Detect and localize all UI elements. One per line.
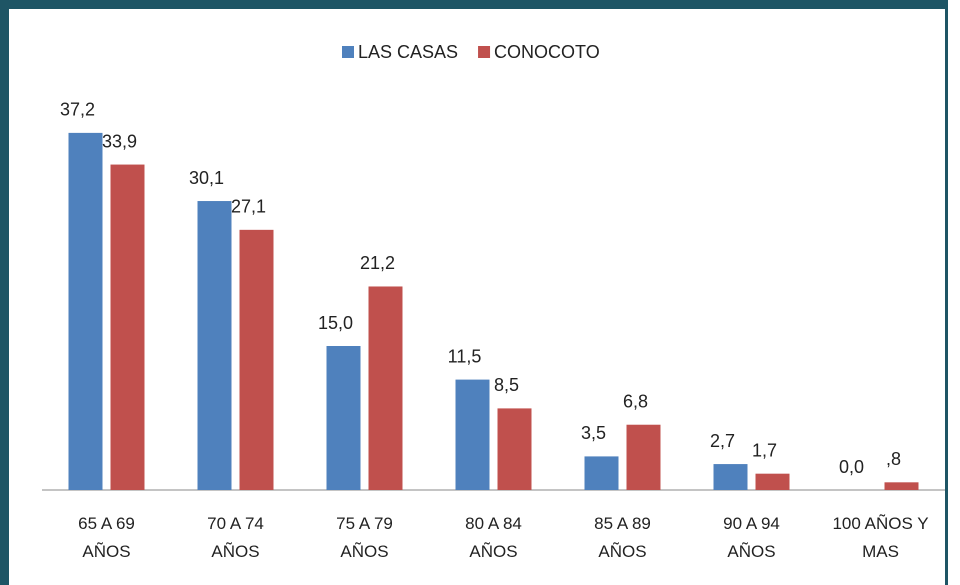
bar [368, 286, 403, 490]
value-label: 1,7 [752, 440, 777, 460]
value-label: 8,5 [494, 375, 519, 395]
legend-label: LAS CASAS [358, 42, 458, 62]
bar [884, 482, 919, 490]
x-tick-label: 65 A 69 AÑOS [78, 514, 135, 561]
value-label: 6,8 [623, 391, 648, 411]
bar [755, 473, 790, 490]
bar [110, 164, 145, 490]
bar [584, 456, 619, 490]
value-label: 33,9 [102, 131, 137, 151]
value-label: ,8 [886, 449, 901, 469]
value-label: 2,7 [710, 431, 735, 451]
bar [68, 132, 103, 490]
value-label: 15,0 [318, 313, 353, 333]
value-label: 37,2 [60, 100, 95, 120]
x-tick-label: 85 A 89 AÑOS [594, 514, 651, 561]
x-tick-label: 75 A 79 AÑOS [336, 514, 393, 561]
legend-label: CONOCOTO [494, 42, 600, 62]
bar [713, 464, 748, 490]
x-tick-label: 80 A 84 AÑOS [465, 514, 522, 561]
bar [239, 229, 274, 490]
bar [497, 408, 532, 490]
legend-swatch [478, 46, 491, 58]
value-label: 21,2 [360, 253, 395, 273]
legend-swatch [342, 46, 354, 58]
x-tick-label: 70 A 74 AÑOS [207, 514, 264, 561]
bar [326, 346, 361, 490]
value-label: 11,5 [448, 346, 482, 366]
x-tick-label: 100 AÑOS Y MAS [832, 514, 929, 561]
value-label: 27,1 [231, 197, 266, 217]
value-label: 0,0 [839, 457, 864, 477]
value-label: 3,5 [581, 423, 606, 443]
bar [197, 201, 232, 491]
x-tick-label: 90 A 94 AÑOS [723, 514, 780, 561]
value-label: 30,1 [189, 168, 224, 188]
bar [455, 379, 490, 490]
bar [626, 424, 661, 490]
